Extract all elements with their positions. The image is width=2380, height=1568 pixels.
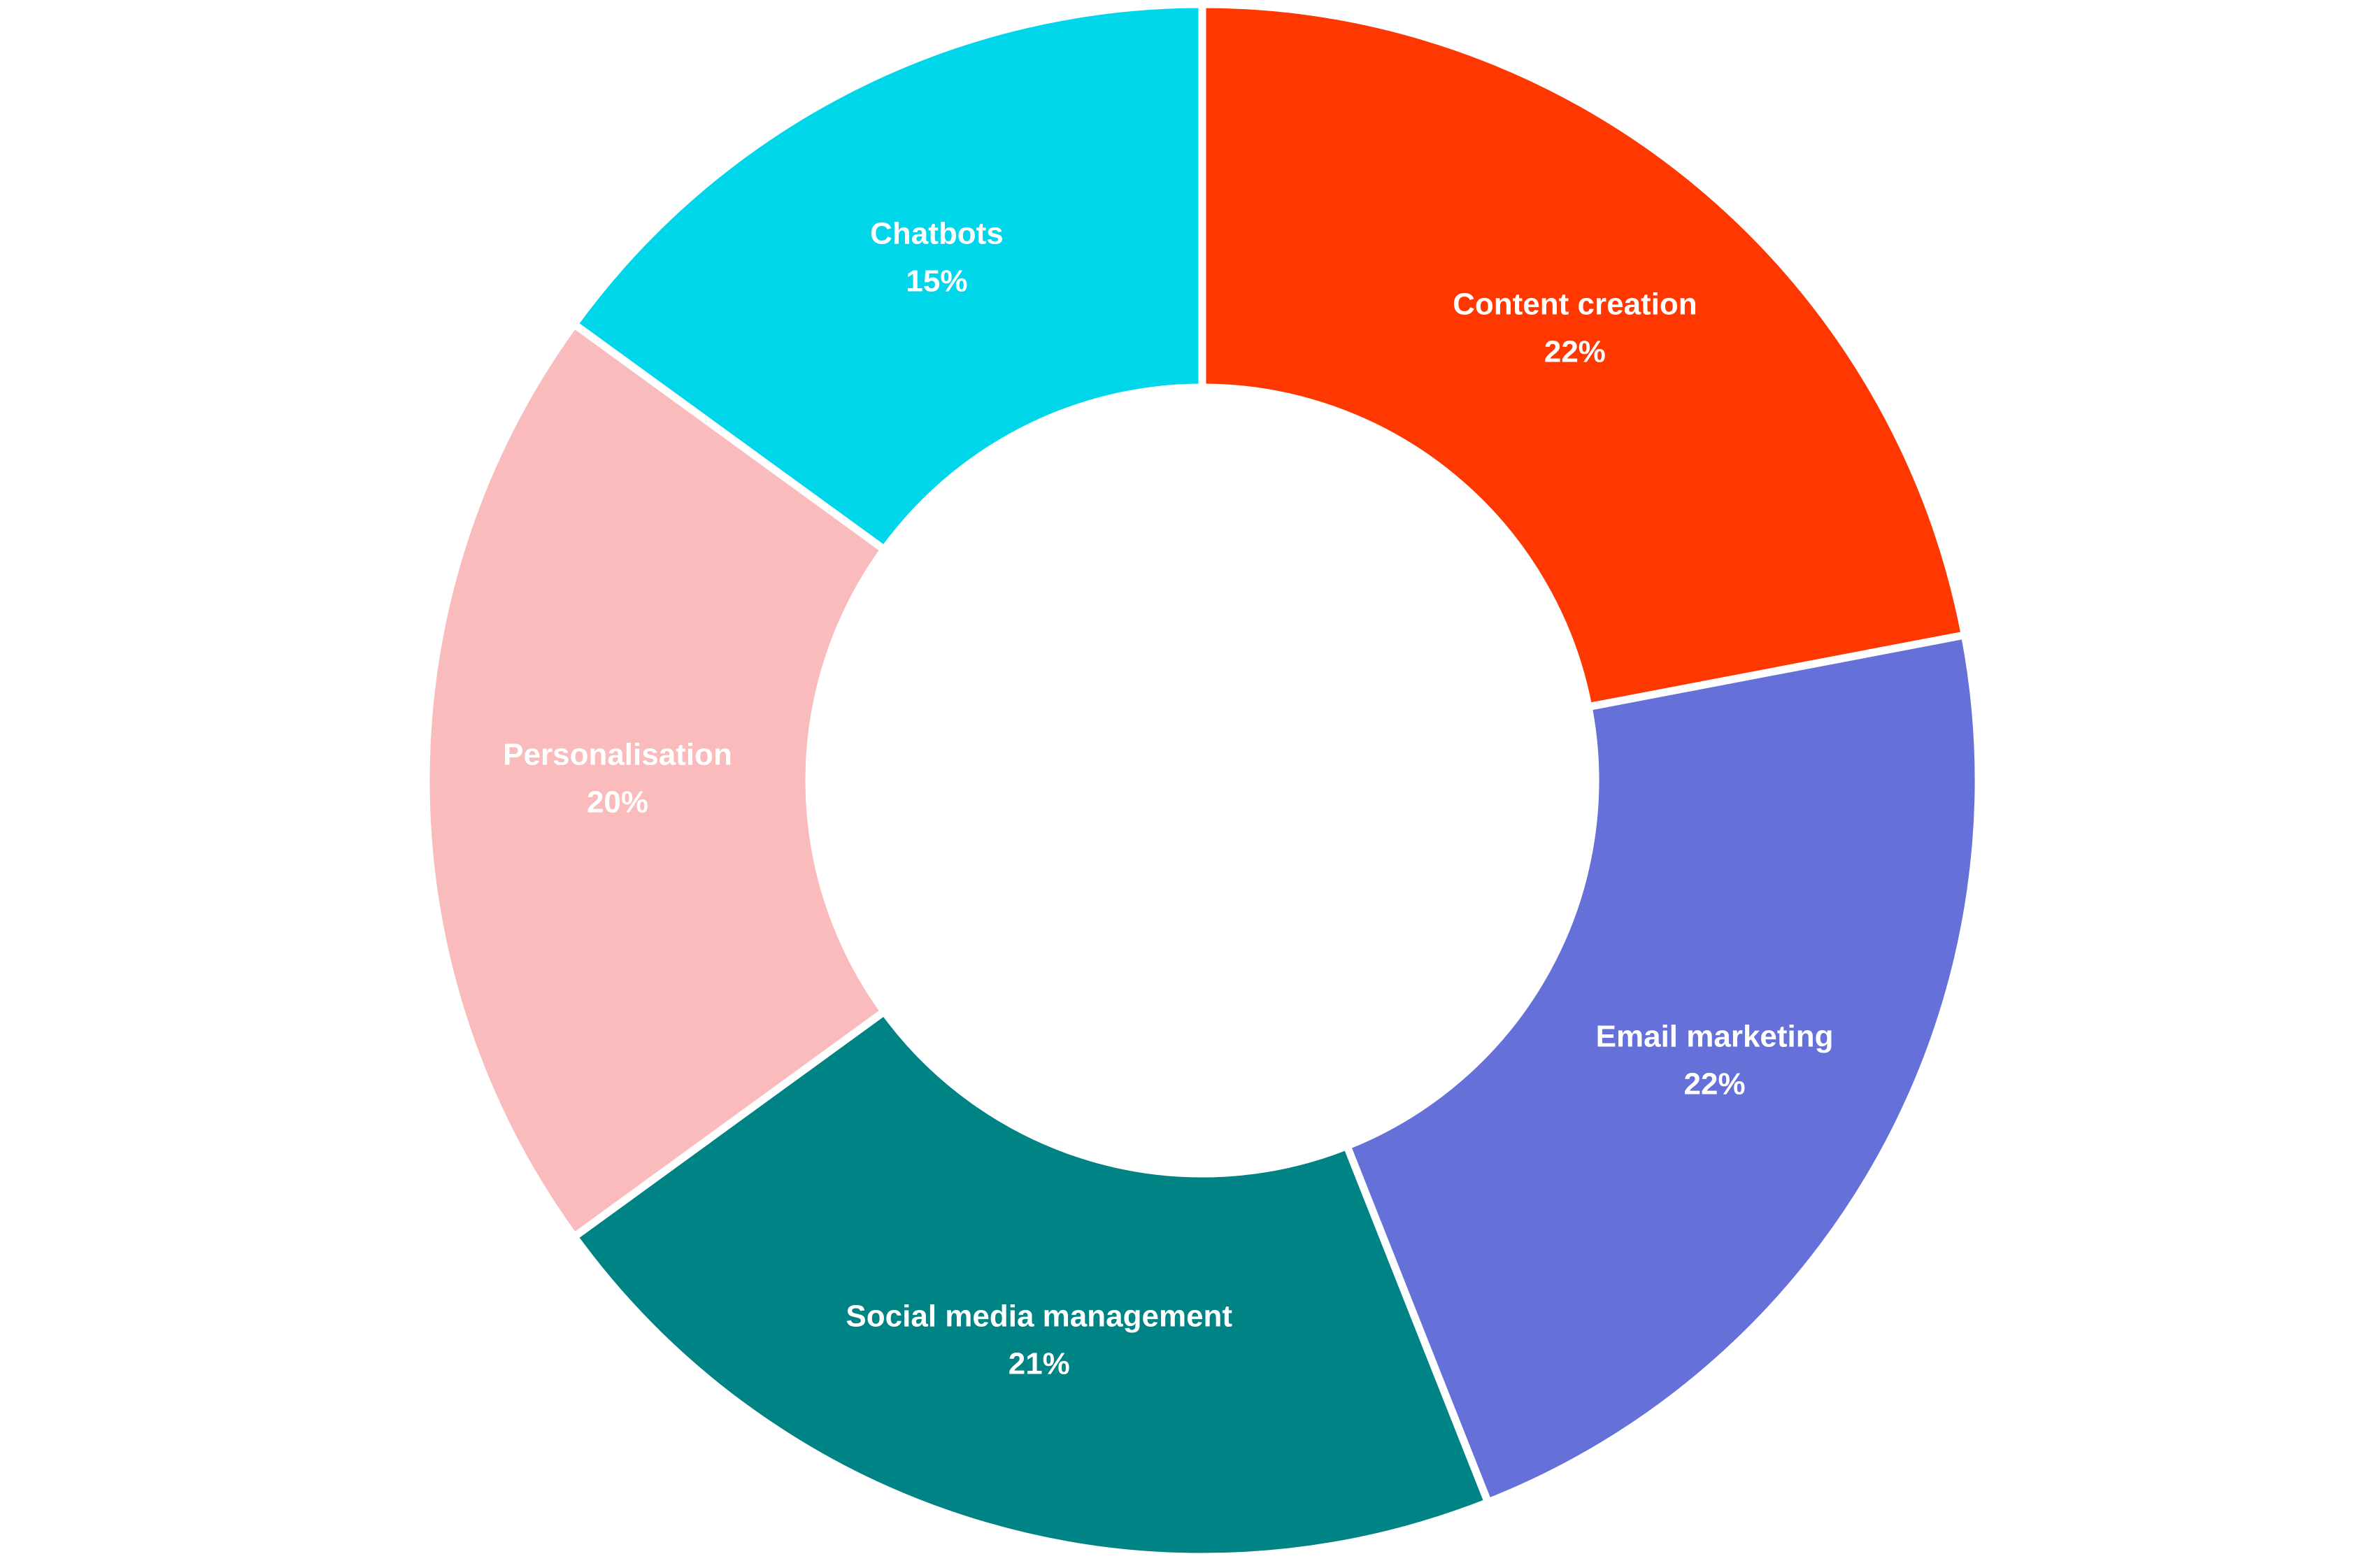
slice-label: Social media management xyxy=(846,1299,1232,1333)
donut-slice xyxy=(1341,630,1983,1508)
donut-slice xyxy=(569,0,1206,555)
slice-label: Chatbots xyxy=(870,217,1004,251)
donut-slice xyxy=(422,318,890,1243)
slice-label: Email marketing xyxy=(1596,1019,1834,1053)
slice-label: Content creation xyxy=(1453,287,1697,321)
value-label: 21% xyxy=(1009,1346,1070,1381)
value-label: 22% xyxy=(1684,1067,1746,1101)
donut-slice xyxy=(569,1006,1493,1561)
value-label: 15% xyxy=(906,264,967,299)
slice-label: Personalisation xyxy=(503,738,732,772)
donut-slice xyxy=(1198,0,1969,712)
value-label: 22% xyxy=(1544,334,1606,369)
value-label: 20% xyxy=(587,785,648,820)
